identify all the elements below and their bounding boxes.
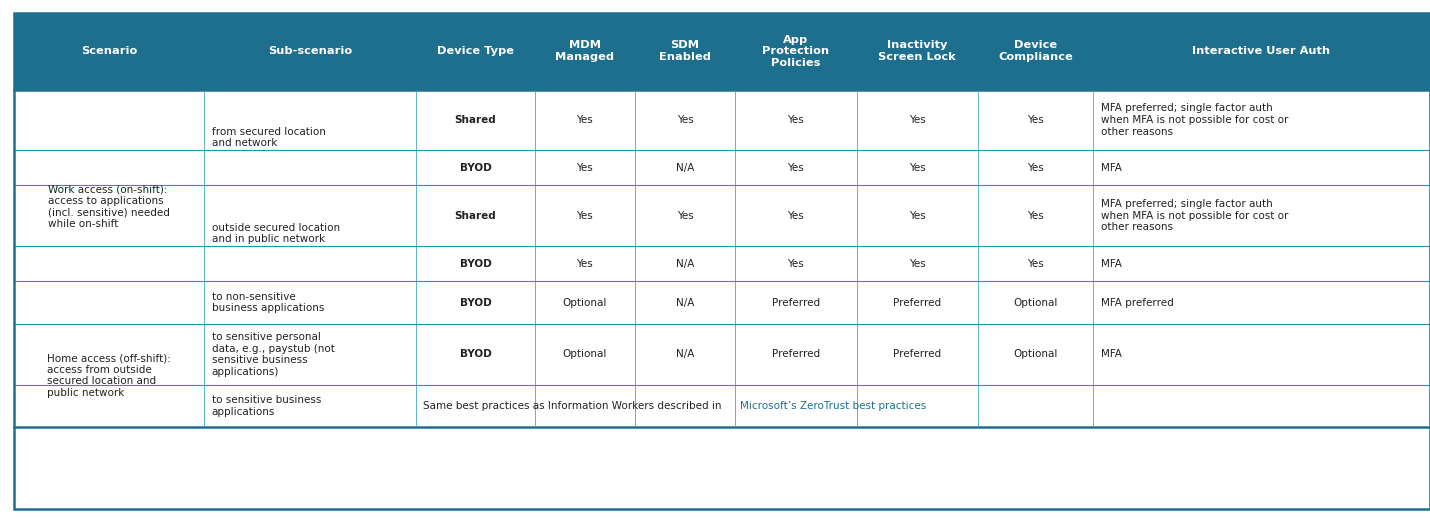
Text: MFA preferred; single factor auth
when MFA is not possible for cost or
other rea: MFA preferred; single factor auth when M… <box>1101 103 1288 137</box>
Text: Preferred: Preferred <box>772 297 819 308</box>
Text: N/A: N/A <box>676 258 694 269</box>
Text: Yes: Yes <box>676 115 694 125</box>
Text: BYOD: BYOD <box>459 297 492 308</box>
Text: Yes: Yes <box>788 163 804 173</box>
Text: BYOD: BYOD <box>459 163 492 173</box>
Text: Yes: Yes <box>576 258 593 269</box>
Text: Yes: Yes <box>788 258 804 269</box>
Text: Yes: Yes <box>788 211 804 221</box>
FancyBboxPatch shape <box>14 324 1430 385</box>
Text: Yes: Yes <box>909 258 925 269</box>
Text: Scenario: Scenario <box>82 46 137 56</box>
Text: MFA preferred: MFA preferred <box>1101 297 1174 308</box>
FancyBboxPatch shape <box>14 185 1430 246</box>
Text: Yes: Yes <box>1027 163 1044 173</box>
Text: Yes: Yes <box>1027 258 1044 269</box>
Text: Yes: Yes <box>576 163 593 173</box>
Text: App
Protection
Policies: App Protection Policies <box>762 35 829 68</box>
Text: Yes: Yes <box>676 211 694 221</box>
Text: Preferred: Preferred <box>894 297 941 308</box>
Text: Interactive User Auth: Interactive User Auth <box>1193 46 1330 56</box>
Text: Same best practices as Information Workers described in: Same best practices as Information Worke… <box>423 401 725 411</box>
FancyBboxPatch shape <box>14 385 1430 427</box>
Text: MFA preferred; single factor auth
when MFA is not possible for cost or
other rea: MFA preferred; single factor auth when M… <box>1101 199 1288 233</box>
Text: Yes: Yes <box>576 115 593 125</box>
Text: to non-sensitive
business applications: to non-sensitive business applications <box>212 292 325 313</box>
Text: Home access (off-shift):
access from outside
secured location and
public network: Home access (off-shift): access from out… <box>47 353 172 398</box>
Text: Sub-scenario: Sub-scenario <box>269 46 352 56</box>
Text: Device Type: Device Type <box>438 46 513 56</box>
Text: MFA: MFA <box>1101 258 1123 269</box>
Text: N/A: N/A <box>676 163 694 173</box>
Text: BYOD: BYOD <box>459 258 492 269</box>
FancyBboxPatch shape <box>14 281 1430 324</box>
FancyBboxPatch shape <box>14 246 1430 281</box>
Text: Yes: Yes <box>909 163 925 173</box>
Text: to sensitive personal
data, e.g., paystub (not
sensitive business
applications): to sensitive personal data, e.g., paystu… <box>212 332 335 377</box>
Text: Shared: Shared <box>455 211 496 221</box>
Text: to sensitive business
applications: to sensitive business applications <box>212 395 320 417</box>
Text: Yes: Yes <box>576 211 593 221</box>
FancyBboxPatch shape <box>14 13 1430 90</box>
Text: Yes: Yes <box>909 211 925 221</box>
FancyBboxPatch shape <box>14 150 1430 185</box>
Text: outside secured location
and in public network: outside secured location and in public n… <box>212 223 340 244</box>
Text: N/A: N/A <box>676 297 694 308</box>
Text: Preferred: Preferred <box>894 349 941 359</box>
Text: Work access (on-shift):
access to applications
(incl. sensitive) needed
while on: Work access (on-shift): access to applic… <box>49 184 170 229</box>
Text: SDM
Enabled: SDM Enabled <box>659 40 711 62</box>
Text: Device
Compliance: Device Compliance <box>998 40 1072 62</box>
Text: Optional: Optional <box>562 349 608 359</box>
Text: from secured location
and network: from secured location and network <box>212 127 326 148</box>
Text: Microsoft’s ZeroTrust best practices: Microsoft’s ZeroTrust best practices <box>739 401 925 411</box>
Text: MFA: MFA <box>1101 349 1123 359</box>
Text: MFA: MFA <box>1101 163 1123 173</box>
Text: Shared: Shared <box>455 115 496 125</box>
Text: Optional: Optional <box>1012 297 1058 308</box>
Text: Yes: Yes <box>788 115 804 125</box>
FancyBboxPatch shape <box>14 90 1430 150</box>
Text: Optional: Optional <box>562 297 608 308</box>
Text: Preferred: Preferred <box>772 349 819 359</box>
Text: Yes: Yes <box>1027 211 1044 221</box>
Text: N/A: N/A <box>676 349 694 359</box>
Text: Yes: Yes <box>909 115 925 125</box>
Text: BYOD: BYOD <box>459 349 492 359</box>
Text: MDM
Managed: MDM Managed <box>555 40 615 62</box>
Text: Optional: Optional <box>1012 349 1058 359</box>
Text: Inactivity
Screen Lock: Inactivity Screen Lock <box>878 40 957 62</box>
Text: Yes: Yes <box>1027 115 1044 125</box>
